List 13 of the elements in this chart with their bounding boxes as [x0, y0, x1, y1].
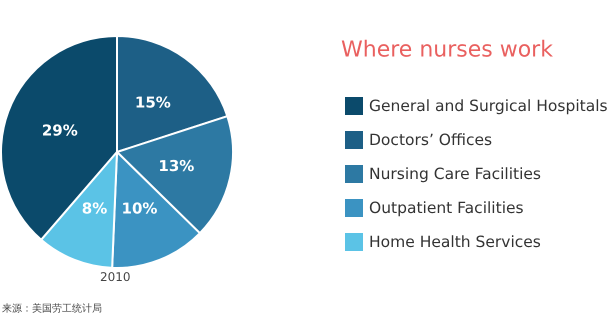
legend-label: Outpatient Facilities — [369, 199, 524, 217]
legend-label: General and Surgical Hospitals — [369, 97, 608, 115]
text: 2010 — [100, 270, 131, 284]
legend-label: Home Health Services — [369, 233, 541, 251]
legend-label: Nursing Care Facilities — [369, 165, 542, 183]
data-label: 13% — [158, 156, 194, 175]
data-label: 8% — [82, 200, 108, 218]
legend-label: Doctors’ Offices — [369, 131, 492, 149]
data-label: 10% — [122, 200, 158, 218]
data-label: 29% — [42, 122, 78, 140]
source-note: 来源：美国劳工统计局 — [2, 302, 102, 314]
data-label: 15% — [134, 94, 171, 112]
chart-title: Where nurses work — [341, 38, 554, 62]
